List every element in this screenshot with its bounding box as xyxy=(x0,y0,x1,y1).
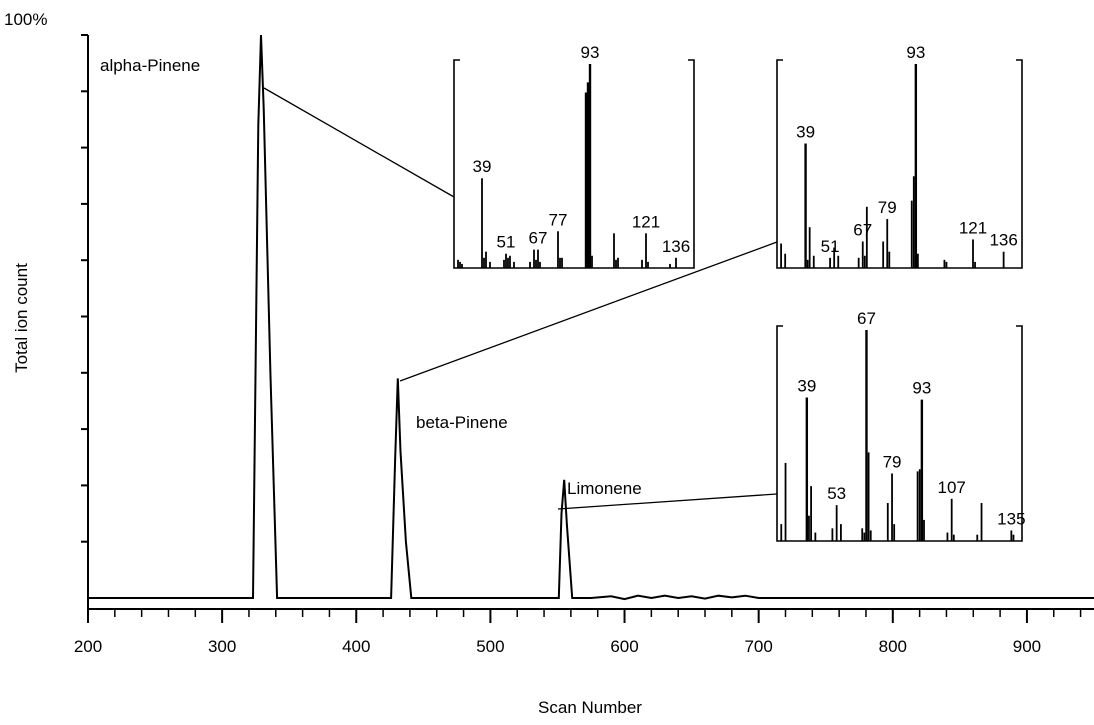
peak-mz-label: 121 xyxy=(959,218,987,237)
peak-mz-label: 67 xyxy=(529,229,548,248)
inset-frame xyxy=(776,59,1023,269)
peak-mz-label: 51 xyxy=(821,237,840,256)
peak-label-limonene: Limonene xyxy=(567,479,642,498)
peak-mz-label: 121 xyxy=(632,212,660,231)
y-axis-title: Total ion count xyxy=(12,263,31,373)
x-tick-label: 700 xyxy=(744,637,772,656)
peak-mz-label: 77 xyxy=(549,210,568,229)
x-tick-label: 500 xyxy=(476,637,504,656)
y-top-label: 100% xyxy=(4,10,47,29)
x-tick-label: 200 xyxy=(74,637,102,656)
x-axis-ticks xyxy=(87,609,1082,623)
peak-mz-label: 67 xyxy=(857,309,876,328)
x-tick-label: 400 xyxy=(342,637,370,656)
peak-mz-label: 39 xyxy=(796,123,815,142)
x-tick-label: 900 xyxy=(1013,637,1041,656)
x-tick-labels: 200 300 400 500 600 700 800 900 xyxy=(74,637,1041,656)
inset-frame xyxy=(776,325,1023,542)
peak-mz-label: 79 xyxy=(883,452,902,471)
x-tick-label: 800 xyxy=(879,637,907,656)
mass-spectrum-inset-limonene: 39 53 67 79 93 107 135 xyxy=(776,309,1026,542)
peak-mz-label: 51 xyxy=(497,233,516,252)
connector-line-alpha-pinene xyxy=(263,87,455,198)
peak-mz-label: 93 xyxy=(906,43,925,62)
peak-mz-label: 136 xyxy=(989,231,1017,250)
peak-mz-label: 107 xyxy=(938,478,966,497)
peak-mz-label: 135 xyxy=(997,509,1025,528)
peak-mz-label: 93 xyxy=(912,379,931,398)
inset-frame xyxy=(453,59,695,269)
peak-mz-label: 67 xyxy=(853,220,872,239)
peak-mz-label: 93 xyxy=(581,43,600,62)
series-line-total-ion-count xyxy=(88,34,1094,601)
peak-mz-label: 53 xyxy=(827,484,846,503)
x-axis-title: Scan Number xyxy=(538,698,642,717)
connector-line-beta-pinene xyxy=(399,241,778,382)
x-tick-label: 600 xyxy=(610,637,638,656)
connector-line-limonene xyxy=(557,493,778,510)
peak-label-alpha-pinene: alpha-Pinene xyxy=(100,56,200,75)
peak-mz-label: 39 xyxy=(797,377,816,396)
peak-mz-label: 39 xyxy=(473,157,492,176)
x-tick-label: 300 xyxy=(208,637,236,656)
peak-mz-label: 136 xyxy=(662,237,690,256)
y-axis-ticks xyxy=(81,34,88,543)
peak-label-beta-pinene: beta-Pinene xyxy=(416,413,508,432)
peak-mz-label: 79 xyxy=(878,198,897,217)
